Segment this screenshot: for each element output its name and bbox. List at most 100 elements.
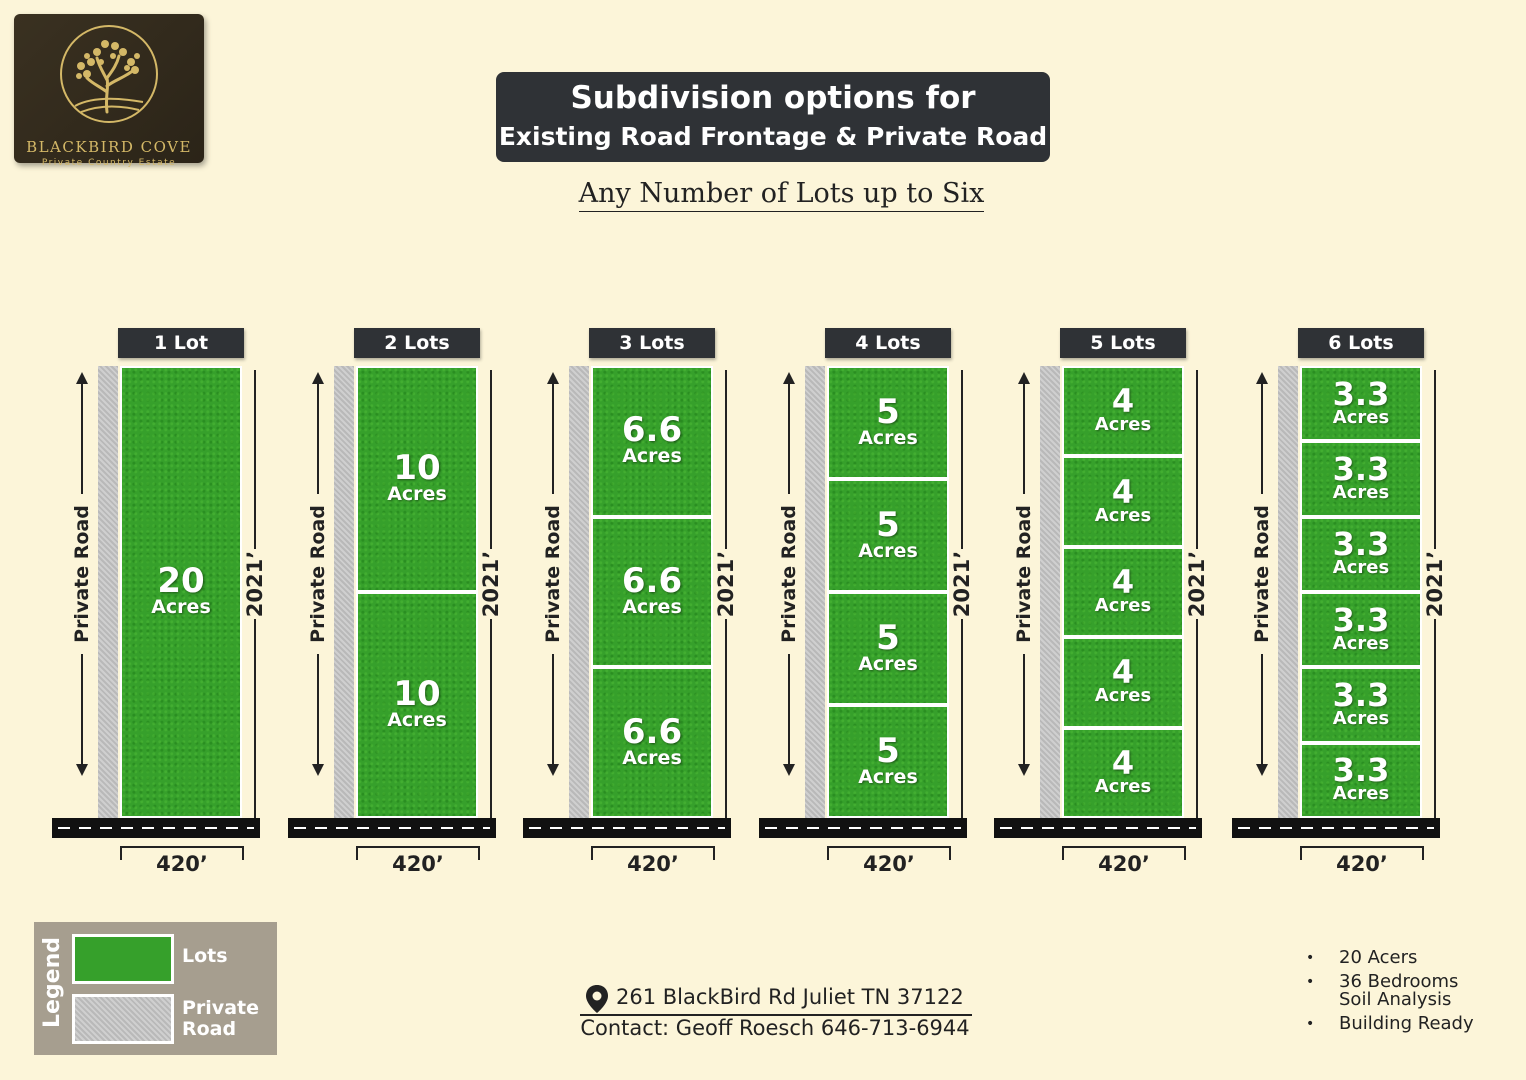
lot-unit: Acres xyxy=(622,746,682,769)
lot-acreage: 4 xyxy=(1111,562,1135,601)
bullet-icon: • xyxy=(1306,974,1315,990)
lot-acreage: 4 xyxy=(1111,472,1135,511)
logo: BLACKBIRD COVE Private Country Estate xyxy=(14,14,204,168)
lot-parcel: 3.3 Acres xyxy=(1302,368,1420,440)
lot-parcel: 3.3 Acres xyxy=(1302,518,1420,590)
private-road-strip xyxy=(805,366,825,818)
subtitle-text: Any Number of Lots up to Six xyxy=(578,178,985,212)
lot-acreage: 4 xyxy=(1111,382,1135,421)
lot-parcel: 4 Acres xyxy=(1064,639,1182,726)
lot-unit: Acres xyxy=(1332,481,1390,503)
lot-parcel: 5 Acres xyxy=(829,368,947,477)
lot-unit: Acres xyxy=(1332,406,1390,428)
option-5-lots: 5 Lots Private Road 4 Acres 4 Acres 4 Acres 4 Acr… xyxy=(994,326,1210,886)
frontage-bracket xyxy=(1062,846,1186,860)
feature-item: • 36 Bedrooms xyxy=(1306,972,1458,992)
lot-parcel: 3.3 Acres xyxy=(1302,669,1420,741)
bullet-icon: • xyxy=(1306,1016,1315,1032)
lot-parcel: 6.6 Acres xyxy=(593,368,711,515)
lot-parcel: 20 Acres xyxy=(122,368,240,816)
lot-unit: Acres xyxy=(387,709,447,731)
private-road-label: Private Road xyxy=(1249,494,1275,654)
legend-road-swatch xyxy=(72,994,174,1044)
private-road-label: Private Road xyxy=(69,494,95,654)
lot-parcel: 3.3 Acres xyxy=(1302,744,1420,816)
frontage-label: 420’ xyxy=(1098,852,1150,876)
lot-unit: Acres xyxy=(387,483,447,505)
lot-group: 3.3 Acres 3.3 Acres 3.3 Acres 3.3 Acres 3.3 Acres… xyxy=(1300,366,1422,818)
existing-road xyxy=(288,818,496,838)
frontage-bracket xyxy=(1300,846,1424,860)
frontage-bracket xyxy=(356,846,480,860)
address-text: 261 BlackBird Rd Juliet TN 37122 xyxy=(616,985,964,1009)
legend-road-label: Private Road xyxy=(182,998,259,1040)
lot-acreage: 6.6 xyxy=(621,410,683,451)
private-road-label: Private Road xyxy=(1011,494,1037,654)
lot-group: 20 Acres xyxy=(120,366,242,818)
subtitle: Any Number of Lots up to Six xyxy=(500,178,1063,212)
logo-name: BLACKBIRD COVE xyxy=(26,138,192,156)
depth-dimension-label: 2021’ xyxy=(1184,549,1210,619)
lot-acreage: 10 xyxy=(393,674,441,714)
legend: Legend Lots Private Road xyxy=(34,922,277,1055)
lot-unit: Acres xyxy=(1332,557,1390,579)
option-4-lots: 4 Lots Private Road 5 Acres 5 Acres 5 Acres 5 Acr… xyxy=(759,326,975,886)
feature-item: Soil Analysis xyxy=(1306,990,1451,1010)
private-road-label: Private Road xyxy=(776,494,802,654)
feature-text: 36 Bedrooms xyxy=(1339,971,1459,992)
lot-parcel: 3.3 Acres xyxy=(1302,594,1420,666)
lot-acreage: 10 xyxy=(393,448,441,488)
title-line-1: Subdivision options for xyxy=(570,80,976,116)
lot-parcel: 3.3 Acres xyxy=(1302,443,1420,515)
logo-tagline: Private Country Estate xyxy=(41,158,177,168)
option-label: 2 Lots xyxy=(354,328,480,358)
private-road-strip xyxy=(1278,366,1298,818)
depth-dimension-label: 2021’ xyxy=(1422,549,1448,619)
frontage-label: 420’ xyxy=(392,852,444,876)
private-road-label: Private Road xyxy=(305,494,331,654)
existing-road xyxy=(1232,818,1440,838)
depth-dimension-label: 2021’ xyxy=(242,549,268,619)
lot-unit: Acres xyxy=(1094,594,1152,616)
lot-parcel: 4 Acres xyxy=(1064,368,1182,455)
lot-parcel: 10 Acres xyxy=(358,368,476,590)
option-1-lots: 1 Lot Private Road 20 Acres 2021’ 420’ xyxy=(52,326,268,886)
option-label: 1 Lot xyxy=(118,328,244,358)
lot-acreage: 5 xyxy=(876,504,900,545)
lot-unit: Acres xyxy=(1094,414,1152,436)
lot-acreage: 3.3 xyxy=(1332,449,1390,488)
lot-unit: Acres xyxy=(151,596,211,618)
frontage-label: 420’ xyxy=(863,852,915,876)
lot-unit: Acres xyxy=(1332,632,1390,654)
feature-text: Soil Analysis xyxy=(1339,989,1452,1010)
feature-text: Building Ready xyxy=(1339,1013,1474,1034)
existing-road xyxy=(52,818,260,838)
feature-item: • Building Ready xyxy=(1306,1014,1474,1034)
lot-unit: Acres xyxy=(1332,707,1390,729)
option-label: 6 Lots xyxy=(1298,328,1424,358)
lot-acreage: 6.6 xyxy=(621,560,683,601)
option-label: 5 Lots xyxy=(1060,328,1186,358)
lot-unit: Acres xyxy=(1094,685,1152,707)
lot-group: 6.6 Acres 6.6 Acres 6.6 Acres xyxy=(591,366,713,818)
option-label: 3 Lots xyxy=(589,328,715,358)
lot-group: 5 Acres 5 Acres 5 Acres 5 Acres xyxy=(827,366,949,818)
lot-unit: Acres xyxy=(622,595,682,618)
lot-acreage: 5 xyxy=(876,391,900,432)
frontage-bracket xyxy=(591,846,715,860)
lot-parcel: 5 Acres xyxy=(829,707,947,816)
lot-unit: Acres xyxy=(858,765,918,788)
lot-acreage: 3.3 xyxy=(1332,525,1390,564)
private-road-strip xyxy=(98,366,118,818)
private-road-strip xyxy=(1040,366,1060,818)
frontage-label: 420’ xyxy=(1336,852,1388,876)
frontage-bracket xyxy=(827,846,951,860)
frontage-label: 420’ xyxy=(627,852,679,876)
lot-acreage: 4 xyxy=(1111,653,1135,692)
lot-parcel: 4 Acres xyxy=(1064,548,1182,636)
address-row: 261 BlackBird Rd Juliet TN 37122 xyxy=(580,982,972,1016)
lot-unit: Acres xyxy=(1094,775,1152,797)
map-pin-icon xyxy=(586,985,608,1013)
legend-lots-label: Lots xyxy=(182,945,228,967)
existing-road xyxy=(759,818,967,838)
